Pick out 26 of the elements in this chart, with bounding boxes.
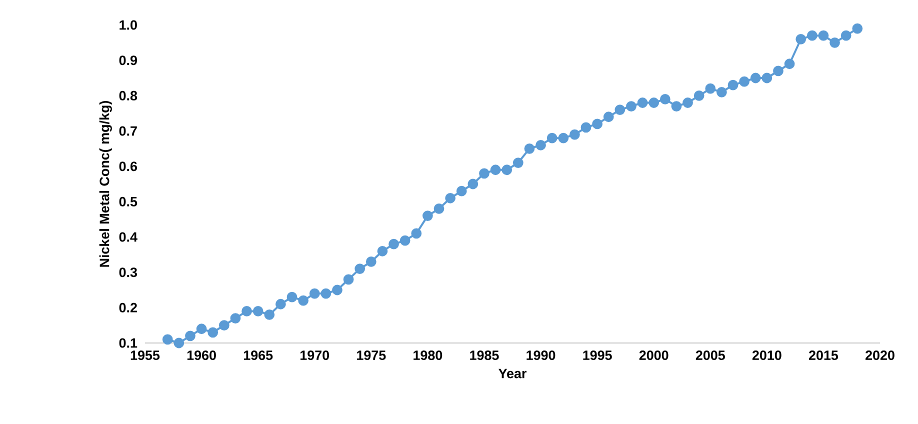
y-tick-label: 0.3 <box>119 268 137 278</box>
x-tick-label: 1990 <box>526 350 556 360</box>
x-tick-label: 1960 <box>187 350 216 360</box>
y-tick-label: 0.7 <box>119 126 137 136</box>
y-tick-label: 0.5 <box>119 196 138 206</box>
x-tick-label: 1985 <box>470 350 499 360</box>
y-tick-label: 0.6 <box>119 162 137 172</box>
y-tick-label: 0.4 <box>119 232 138 242</box>
y-tick-label: 0.8 <box>119 90 138 100</box>
y-tick-label: 0.9 <box>119 56 137 66</box>
y-axis-title: Nickel Metal Conc( mg/kg) <box>99 100 112 267</box>
x-tick-label: 1975 <box>357 350 386 360</box>
x-axis-title: Year <box>498 368 527 378</box>
x-tick-label: 2005 <box>696 350 725 360</box>
x-tick-label: 2015 <box>808 350 838 360</box>
y-tick-label: 0.1 <box>119 338 138 348</box>
x-tick-label: 1965 <box>244 350 273 360</box>
x-tick-label: 2010 <box>752 350 782 360</box>
y-tick-label: 0.2 <box>119 302 137 312</box>
x-tick-label: 1955 <box>130 350 160 360</box>
x-tick-label: 1970 <box>300 350 330 360</box>
x-tick-label: 1995 <box>583 350 612 360</box>
y-tick-label: 1.0 <box>120 20 137 30</box>
x-tick-label: 1980 <box>414 350 442 360</box>
x-tick-label: 2000 <box>639 350 668 360</box>
x-tick-label: 2020 <box>866 350 894 360</box>
